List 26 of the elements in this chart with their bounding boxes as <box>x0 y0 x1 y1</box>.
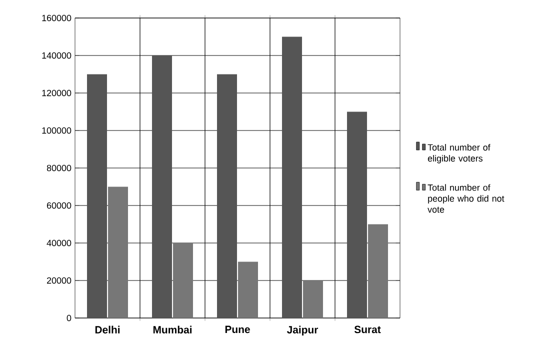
y-tick-label: 40000 <box>46 240 72 246</box>
bar <box>217 74 238 318</box>
y-tick-label: 120000 <box>42 90 72 96</box>
bar <box>173 243 194 318</box>
bar <box>347 112 368 318</box>
bar <box>282 36 302 318</box>
bar <box>152 56 172 318</box>
x-tick-label: Pune <box>225 326 250 334</box>
y-tick-label: 160000 <box>42 14 72 22</box>
legend-label: Total number of eligible voters <box>428 144 490 164</box>
y-tick-label: 100000 <box>42 127 72 134</box>
legend-label: Total number of people who did not vote <box>428 184 504 213</box>
y-tick-label: 0 <box>66 314 72 322</box>
y-tick-label: 20000 <box>47 277 72 284</box>
bar <box>238 262 258 318</box>
x-tick-label: Jaipur <box>286 326 318 336</box>
bar <box>87 74 108 318</box>
bar <box>108 186 128 318</box>
y-tick-label: 60000 <box>47 202 72 209</box>
x-tick-label: Delhi <box>95 326 120 334</box>
bar <box>368 224 388 318</box>
x-tick-label: Mumbai <box>153 326 192 334</box>
bar <box>303 280 324 318</box>
y-tick-label: 80000 <box>46 164 72 172</box>
y-tick-label: 140000 <box>42 52 72 59</box>
x-tick-label: Surat <box>354 326 381 334</box>
